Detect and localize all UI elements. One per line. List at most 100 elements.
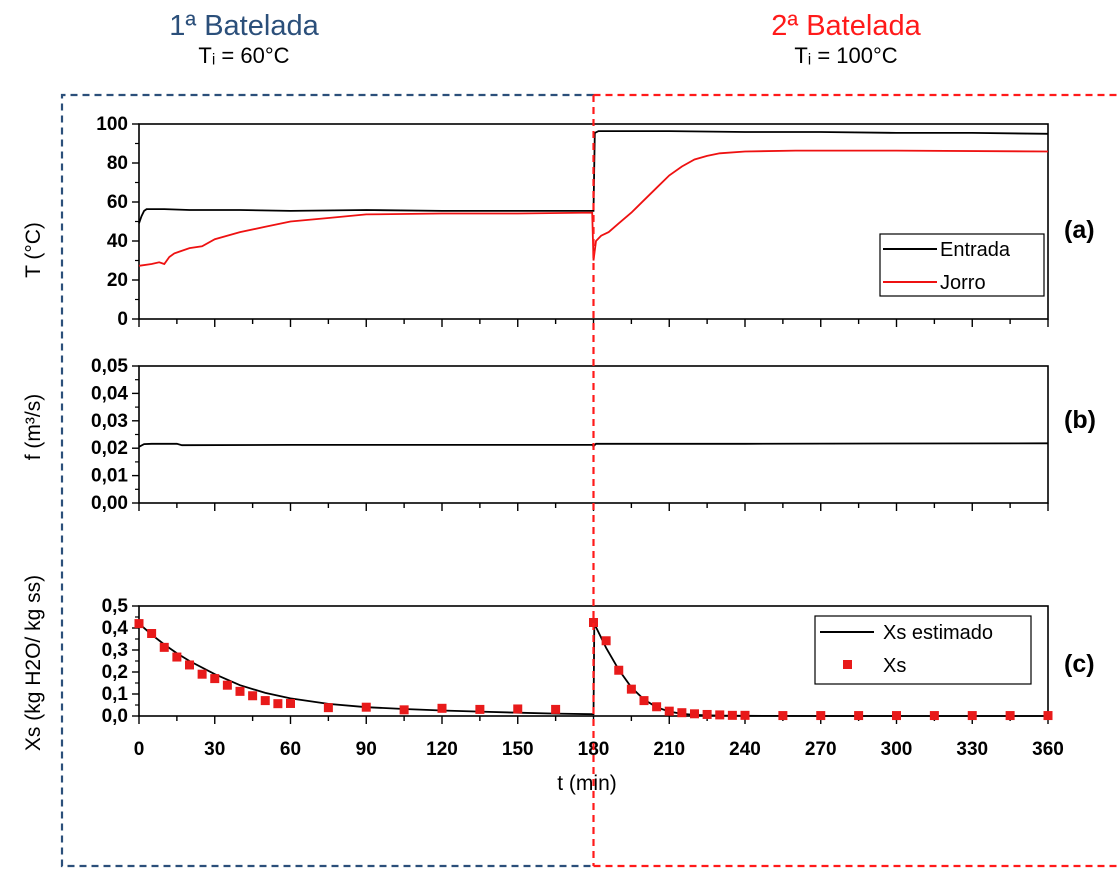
y-tick-label: 0,0	[102, 706, 128, 727]
x-tick-label: 30	[204, 739, 225, 760]
batch1-subtitle: Tᵢ = 60°C	[198, 43, 290, 68]
data-point	[702, 709, 712, 719]
y-tick-label: 20	[107, 270, 128, 291]
legend: Entrada Jorro	[879, 233, 1045, 297]
data-point	[892, 711, 901, 721]
data-point	[197, 669, 207, 679]
y-axis-label: T (°C)	[22, 222, 45, 278]
data-point	[677, 708, 687, 718]
series-line	[138, 149, 1049, 267]
data-point	[690, 709, 699, 719]
y-tick-label: 0,5	[102, 596, 129, 617]
y-tick-label: 0,05	[91, 356, 128, 377]
y-tick-label: 80	[107, 153, 128, 174]
y-tick-label: 0,00	[91, 493, 128, 514]
panel-b: 0,00 0,01 0,02 0,03 0,04 0,05 f (m³/s) (b)	[22, 356, 1096, 514]
data-point	[235, 686, 245, 696]
legend-label: Xs estimado	[883, 622, 993, 644]
data-point	[210, 674, 220, 684]
y-tick-label: 60	[107, 192, 128, 213]
legend-swatch	[843, 660, 852, 669]
data-point	[1005, 711, 1015, 721]
data-point	[639, 696, 649, 706]
x-tick-label: 210	[653, 739, 685, 760]
data-point	[551, 704, 561, 714]
x-tick-label: 240	[729, 739, 761, 760]
data-point	[778, 711, 788, 721]
data-point	[286, 698, 295, 708]
y-tick-label: 40	[107, 231, 128, 252]
data-point	[437, 703, 447, 713]
y-tick-label: 0,02	[91, 438, 128, 459]
data-point	[147, 629, 157, 638]
y-tick-label: 0,4	[102, 618, 129, 639]
x-tick-label: 300	[881, 739, 913, 760]
batch1-header: 1ª Batelada Tᵢ = 60°C	[94, 10, 394, 69]
x-tick-label: 120	[426, 739, 458, 760]
data-point	[134, 619, 144, 629]
panel-c: 0,00,10,20,30,40,5 Xs (kg H2O/ kg ss) (c) X…	[22, 575, 1095, 751]
y-axis-label: f (m³/s)	[22, 394, 45, 460]
series-line	[138, 442, 1049, 448]
data-point	[601, 636, 611, 646]
batch2-header: 2ª Batelada Tᵢ = 100°C	[696, 10, 996, 69]
data-point	[614, 665, 624, 675]
x-tick-label: 150	[502, 739, 534, 760]
data-point	[273, 699, 283, 709]
data-point	[589, 618, 598, 627]
panel-letter: (b)	[1064, 406, 1096, 434]
data-point	[248, 691, 258, 701]
data-point	[323, 703, 333, 713]
legend-label: Xs	[883, 655, 906, 677]
x-tick-label: 60	[280, 739, 301, 760]
data-point	[664, 706, 674, 716]
data-point	[399, 705, 409, 715]
data-point	[1043, 711, 1053, 721]
batch2-title: 2ª Batelada	[771, 10, 921, 42]
y-tick-label: 0,2	[102, 662, 128, 683]
data-point	[260, 696, 270, 706]
legend-label: Jorro	[940, 272, 986, 294]
batch1-dashed-box	[60, 93, 594, 868]
data-point	[513, 704, 523, 714]
y-tick-label: 0,1	[102, 684, 129, 705]
data-point	[361, 702, 371, 712]
y-axis-label: Xs (kg H2O/ kg ss)	[22, 575, 45, 751]
data-point	[222, 680, 232, 690]
batch2-subtitle: Tᵢ = 100°C	[794, 43, 898, 68]
data-point	[185, 660, 194, 670]
x-tick-label: 270	[805, 739, 837, 760]
legend-box	[814, 615, 1032, 685]
y-tick-label: 0,01	[91, 466, 128, 487]
data-point	[475, 704, 485, 714]
series-line	[138, 130, 1049, 224]
x-axis-label: t (min)	[557, 772, 617, 795]
batch1-title: 1ª Batelada	[169, 10, 319, 42]
y-tick-label: 100	[96, 114, 128, 135]
data-point	[967, 711, 977, 721]
x-tick-label: 90	[356, 739, 377, 760]
data-point	[626, 684, 636, 694]
data-point	[159, 642, 169, 652]
x-tick-label: 360	[1032, 739, 1064, 760]
panel-letter: (c)	[1064, 650, 1095, 678]
x-tick-label: 330	[956, 739, 988, 760]
legend-label: Entrada	[940, 239, 1011, 261]
legend-box	[879, 233, 1045, 297]
legend: Xs estimado Xs	[814, 615, 1032, 685]
x-tick-label: 0	[134, 739, 145, 760]
panel-letter: (a)	[1064, 216, 1095, 244]
y-tick-label: 0,03	[91, 411, 128, 432]
data-point	[652, 702, 662, 712]
data-point	[715, 710, 725, 720]
data-point	[727, 710, 737, 720]
y-tick-label: 0,04	[91, 383, 128, 404]
data-point	[854, 711, 864, 721]
batch2-dashed-box	[592, 93, 1117, 868]
y-tick-label: 0	[117, 309, 128, 330]
panel-a: 0 20 40 60 80 100 T (°C) (a) Entrada Jorro	[22, 114, 1095, 330]
data-point	[816, 711, 826, 721]
data-point	[929, 711, 939, 721]
data-point	[172, 652, 182, 662]
